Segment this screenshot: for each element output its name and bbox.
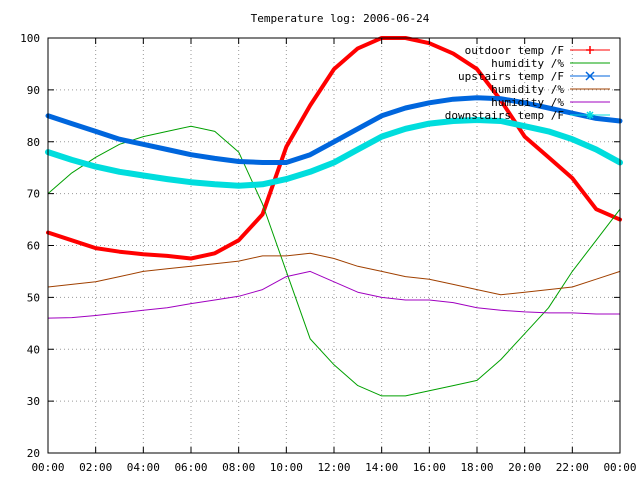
x-tick-label: 10:00 (270, 461, 303, 474)
series-line-5 (45, 117, 623, 189)
legend-label-1: humidity /% (491, 57, 564, 70)
x-tick-label: 16:00 (413, 461, 446, 474)
legend-marker-5 (586, 111, 594, 119)
y-tick-label: 20 (27, 447, 40, 460)
tick-labels: 00:00 02:00 04:00 06:00 08:00 10:00 12:00 14:00… (20, 32, 636, 474)
y-tick-label: 60 (27, 240, 40, 253)
legend-label-0: outdoor temp /F (465, 44, 564, 57)
y-tick-label: 70 (27, 188, 40, 201)
series-line-0 (46, 36, 622, 261)
x-tick-label: 00:00 (31, 461, 64, 474)
series-layer (45, 36, 623, 397)
x-tick-label: 12:00 (317, 461, 350, 474)
legend-marker-0 (586, 46, 594, 54)
series-line-3 (47, 252, 621, 296)
x-tick-label: 14:00 (365, 461, 398, 474)
x-tick-label: 06:00 (174, 461, 207, 474)
x-tick-label: 20:00 (508, 461, 541, 474)
legend-marker-2 (585, 71, 595, 81)
legend-label-4: humidity /% (491, 96, 564, 109)
x-tick-label: 02:00 (79, 461, 112, 474)
legend-label-2: upstairs temp /F (458, 70, 564, 83)
x-tick-label: 08:00 (222, 461, 255, 474)
chart-title: Temperature log: 2006-06-24 (251, 12, 430, 25)
grid (48, 38, 620, 453)
x-tick-label: 22:00 (556, 461, 589, 474)
legend-label-3: humidity /% (491, 83, 564, 96)
y-tick-label: 40 (27, 343, 40, 356)
y-tick-label: 100 (20, 32, 40, 45)
y-tick-label: 30 (27, 395, 40, 408)
series-line-4 (47, 270, 621, 319)
x-tick-label: 18:00 (460, 461, 493, 474)
series-line-2 (45, 95, 623, 165)
y-tick-label: 90 (27, 84, 40, 97)
series-line-1 (47, 125, 621, 397)
x-tick-label: 04:00 (127, 461, 160, 474)
y-tick-label: 50 (27, 291, 40, 304)
legend-label-5: downstairs temp /F (445, 109, 564, 122)
x-tick-label: 00:00 (603, 461, 636, 474)
y-tick-label: 80 (27, 136, 40, 149)
